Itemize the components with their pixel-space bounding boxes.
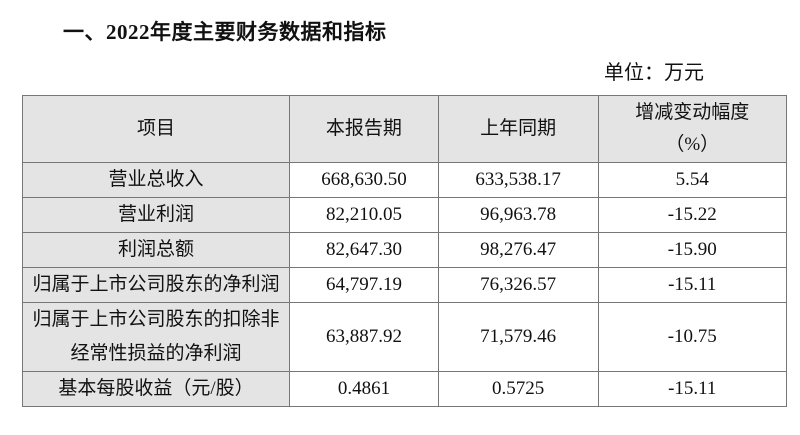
header-current: 本报告期 [289, 95, 439, 163]
financial-data-table: 项目 本报告期 上年同期 增减变动幅度 （%） 营业总收入 668,630.50 … [21, 95, 788, 407]
unit-label: 单位：万元 [604, 62, 704, 84]
table-row: 营业总收入 668,630.50 633,538.17 5.54 [21, 162, 788, 198]
row-item: 归属于上市公司股东的净利润 [21, 267, 291, 303]
row-change: -15.90 [597, 232, 788, 268]
row-change: -15.11 [597, 371, 788, 407]
section-title: 一、2022年度主要财务数据和指标 [63, 20, 387, 44]
row-prior: 71,579.46 [437, 302, 599, 372]
row-prior: 96,963.78 [437, 197, 599, 233]
row-current: 63,887.92 [289, 302, 439, 372]
row-current: 0.4861 [289, 371, 439, 407]
row-current: 82,210.05 [289, 197, 439, 233]
row-prior: 98,276.47 [437, 232, 599, 268]
header-item: 项目 [21, 95, 291, 163]
header-change: 增减变动幅度 （%） [597, 95, 788, 163]
row-current: 64,797.19 [289, 267, 439, 303]
row-item: 基本每股收益（元/股） [21, 371, 291, 407]
row-item: 营业总收入 [21, 162, 291, 198]
header-prior: 上年同期 [437, 95, 599, 163]
row-change: -15.22 [597, 197, 788, 233]
table-row: 归属于上市公司股东的净利润 64,797.19 76,326.57 -15.11 [21, 267, 788, 303]
table-row: 归属于上市公司股东的扣除非经常性损益的净利润 63,887.92 71,579.… [21, 302, 788, 372]
row-item: 营业利润 [21, 197, 291, 233]
row-change: -10.75 [597, 302, 788, 372]
header-change-unit: （%） [665, 134, 720, 155]
table-row: 基本每股收益（元/股） 0.4861 0.5725 -15.11 [21, 371, 788, 407]
row-prior: 0.5725 [437, 371, 599, 407]
row-prior: 76,326.57 [437, 267, 599, 303]
row-change: -15.11 [597, 267, 788, 303]
row-item: 利润总额 [21, 232, 291, 268]
header-change-label: 增减变动幅度 [635, 102, 750, 123]
row-change: 5.54 [597, 162, 788, 198]
table-header-row: 项目 本报告期 上年同期 增减变动幅度 （%） [21, 95, 788, 163]
row-current: 668,630.50 [289, 162, 439, 198]
table-row: 营业利润 82,210.05 96,963.78 -15.22 [21, 197, 788, 233]
row-item: 归属于上市公司股东的扣除非经常性损益的净利润 [21, 302, 291, 372]
row-current: 82,647.30 [289, 232, 439, 268]
table-row: 利润总额 82,647.30 98,276.47 -15.90 [21, 232, 788, 268]
row-prior: 633,538.17 [437, 162, 599, 198]
